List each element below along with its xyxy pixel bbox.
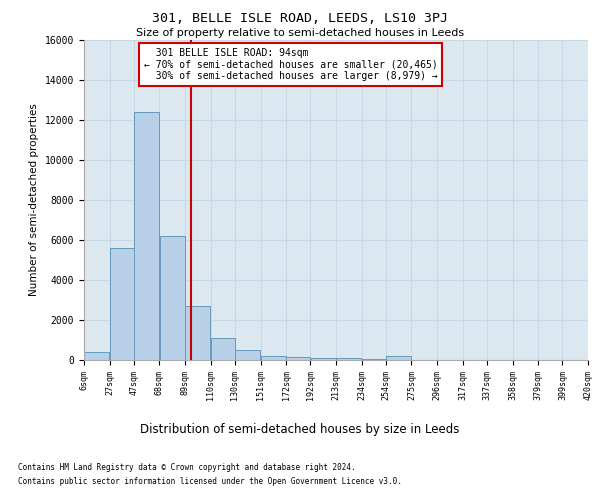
Bar — [286, 357, 310, 360]
Bar — [211, 338, 235, 360]
Bar — [110, 248, 134, 360]
Bar — [386, 356, 411, 360]
Text: 301 BELLE ISLE ROAD: 94sqm
← 70% of semi-detached houses are smaller (20,465)
  : 301 BELLE ISLE ROAD: 94sqm ← 70% of semi… — [143, 48, 437, 81]
Bar — [362, 359, 386, 360]
Bar — [160, 236, 185, 360]
Bar — [261, 356, 286, 360]
Text: 301, BELLE ISLE ROAD, LEEDS, LS10 3PJ: 301, BELLE ISLE ROAD, LEEDS, LS10 3PJ — [152, 12, 448, 26]
Bar — [185, 306, 211, 360]
Bar — [235, 350, 260, 360]
Bar — [336, 358, 361, 360]
Bar — [84, 352, 109, 360]
Text: Distribution of semi-detached houses by size in Leeds: Distribution of semi-detached houses by … — [140, 422, 460, 436]
Bar — [134, 112, 159, 360]
Bar — [311, 358, 336, 360]
Text: Contains HM Land Registry data © Crown copyright and database right 2024.: Contains HM Land Registry data © Crown c… — [18, 462, 356, 471]
Text: Size of property relative to semi-detached houses in Leeds: Size of property relative to semi-detach… — [136, 28, 464, 38]
Y-axis label: Number of semi-detached properties: Number of semi-detached properties — [29, 104, 40, 296]
Text: Contains public sector information licensed under the Open Government Licence v3: Contains public sector information licen… — [18, 478, 402, 486]
